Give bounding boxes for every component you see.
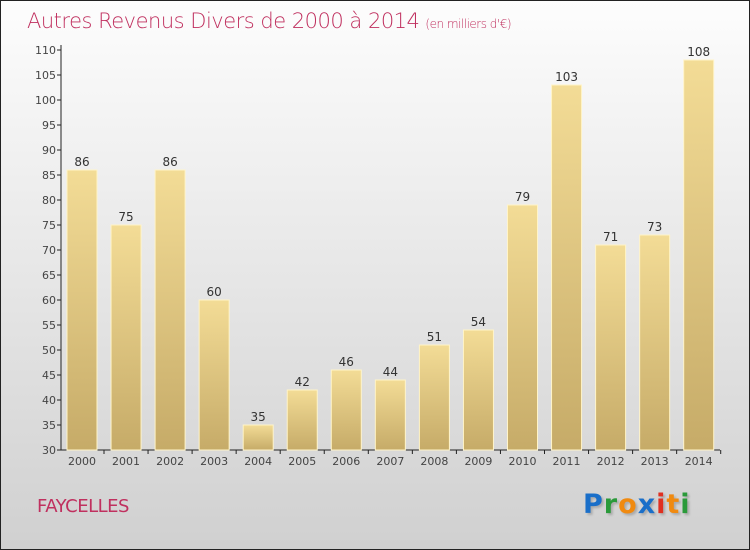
bar-2012 [595, 244, 627, 451]
x-tick-label: 2009 [464, 455, 492, 468]
x-tick-label: 2008 [420, 455, 448, 468]
y-tick-label: 40 [42, 394, 56, 407]
bar-2008 [418, 344, 450, 451]
data-label: 44 [383, 365, 398, 379]
bar-2006 [330, 369, 362, 451]
x-tick-label: 2011 [553, 455, 581, 468]
data-label: 86 [162, 155, 177, 169]
x-tick-label: 2010 [509, 455, 537, 468]
data-label: 46 [339, 355, 354, 369]
data-label: 54 [471, 315, 486, 329]
x-tick-label: 2007 [376, 455, 404, 468]
data-label: 108 [687, 45, 710, 59]
y-tick-label: 70 [42, 244, 56, 257]
bar-2002 [154, 169, 186, 451]
y-tick-label: 100 [35, 94, 56, 107]
bar-2014 [683, 59, 715, 451]
y-tick-label: 85 [42, 169, 56, 182]
chart-title: Autres Revenus Divers de 2000 à 2014 (en … [27, 9, 512, 33]
bar-2005 [286, 389, 318, 451]
data-label: 35 [251, 410, 266, 424]
data-label: 103 [555, 70, 578, 84]
y-tick-label: 55 [42, 319, 56, 332]
data-label: 51 [427, 330, 442, 344]
bar-2009 [462, 329, 494, 451]
y-tick-label: 60 [42, 294, 56, 307]
x-tick-label: 2006 [332, 455, 360, 468]
x-tick-label: 2000 [68, 455, 96, 468]
bar-2000 [66, 169, 98, 451]
x-tick-label: 2003 [200, 455, 228, 468]
proxiti-logo: Proxiti [583, 489, 691, 520]
x-tick-label: 2001 [112, 455, 140, 468]
y-tick-label: 80 [42, 194, 56, 207]
data-label: 60 [207, 285, 222, 299]
bar-2004 [242, 424, 274, 451]
unit-label: (en milliers d'€) [425, 17, 512, 31]
y-tick-label: 45 [42, 369, 56, 382]
y-tick-label: 35 [42, 419, 56, 432]
data-label: 86 [74, 155, 89, 169]
title-text: Autres Revenus Divers de 2000 à 2014 [27, 9, 420, 33]
x-tick-label: 2002 [156, 455, 184, 468]
y-tick-label: 110 [35, 44, 56, 57]
x-tick-label: 2013 [641, 455, 669, 468]
y-tick-label: 95 [42, 119, 56, 132]
y-tick-label: 30 [42, 444, 56, 457]
y-tick-label: 90 [42, 144, 56, 157]
x-tick-label: 2014 [685, 455, 713, 468]
town-name: FAYCELLES [37, 496, 129, 517]
bar-2003 [198, 299, 230, 451]
data-label: 79 [515, 190, 530, 204]
bar-2007 [374, 379, 406, 451]
data-label: 75 [118, 210, 133, 224]
y-tick-label: 75 [42, 219, 56, 232]
y-tick-label: 65 [42, 269, 56, 282]
x-tick-label: 2004 [244, 455, 272, 468]
bar-2010 [507, 204, 538, 451]
bar-2001 [110, 224, 142, 451]
y-tick-label: 105 [35, 69, 56, 82]
data-label: 71 [603, 230, 618, 244]
data-label: 42 [295, 375, 310, 389]
bar-2013 [639, 234, 671, 451]
y-tick-label: 50 [42, 344, 56, 357]
bar-2011 [551, 84, 583, 451]
data-label: 73 [647, 220, 662, 234]
x-tick-label: 2005 [288, 455, 316, 468]
x-tick-label: 2012 [597, 455, 625, 468]
